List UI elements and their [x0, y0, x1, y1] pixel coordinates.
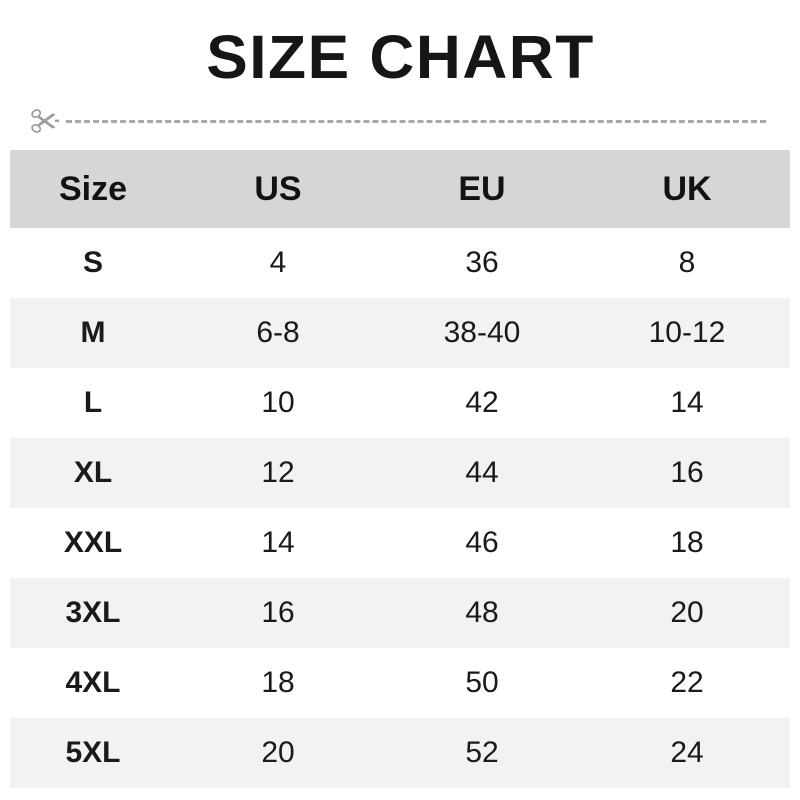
cell-us: 20: [176, 718, 380, 788]
cell-us: 14: [176, 508, 380, 578]
table-row: 5XL 20 52 24: [10, 718, 790, 788]
cell-size: 4XL: [10, 648, 176, 718]
cell-us: 10: [176, 368, 380, 438]
table-header: Size US EU UK: [10, 150, 790, 228]
cell-size: M: [10, 298, 176, 368]
column-header-eu: EU: [380, 150, 584, 228]
table-header-row: Size US EU UK: [10, 150, 790, 228]
table-row: 4XL 18 50 22: [10, 648, 790, 718]
cell-uk: 20: [584, 578, 790, 648]
cell-us: 4: [176, 228, 380, 298]
column-header-size: Size: [10, 150, 176, 228]
cell-us: 6-8: [176, 298, 380, 368]
cell-uk: 16: [584, 438, 790, 508]
table-row: M 6-8 38-40 10-12: [10, 298, 790, 368]
cell-eu: 44: [380, 438, 584, 508]
table-body: S 4 36 8 M 6-8 38-40 10-12 L 10 42 14 XL…: [10, 228, 790, 788]
cell-eu: 42: [380, 368, 584, 438]
table-row: 3XL 16 48 20: [10, 578, 790, 648]
cell-size: XL: [10, 438, 176, 508]
cell-eu: 50: [380, 648, 584, 718]
cell-size: 3XL: [10, 578, 176, 648]
page-title-container: SIZE CHART: [0, 22, 800, 92]
cut-line: [22, 108, 778, 136]
cell-eu: 38-40: [380, 298, 584, 368]
cell-uk: 22: [584, 648, 790, 718]
cell-size: 5XL: [10, 718, 176, 788]
cell-eu: 46: [380, 508, 584, 578]
cell-us: 12: [176, 438, 380, 508]
size-chart-table: Size US EU UK S 4 36 8 M 6-8 38-40 10-12…: [10, 150, 790, 788]
cell-size: S: [10, 228, 176, 298]
cell-uk: 8: [584, 228, 790, 298]
cell-us: 18: [176, 648, 380, 718]
table-row: XL 12 44 16: [10, 438, 790, 508]
table-row: L 10 42 14: [10, 368, 790, 438]
cell-us: 16: [176, 578, 380, 648]
cell-eu: 48: [380, 578, 584, 648]
column-header-uk: UK: [584, 150, 790, 228]
column-header-us: US: [176, 150, 380, 228]
cell-eu: 36: [380, 228, 584, 298]
cell-uk: 10-12: [584, 298, 790, 368]
cell-uk: 14: [584, 368, 790, 438]
cell-uk: 18: [584, 508, 790, 578]
cell-eu: 52: [380, 718, 584, 788]
table-row: XXL 14 46 18: [10, 508, 790, 578]
table-row: S 4 36 8: [10, 228, 790, 298]
dashed-cut-line: [66, 120, 766, 123]
cell-size: L: [10, 368, 176, 438]
scissors-icon: [30, 108, 60, 134]
cell-uk: 24: [584, 718, 790, 788]
page-title: SIZE CHART: [205, 23, 595, 91]
cell-size: XXL: [10, 508, 176, 578]
